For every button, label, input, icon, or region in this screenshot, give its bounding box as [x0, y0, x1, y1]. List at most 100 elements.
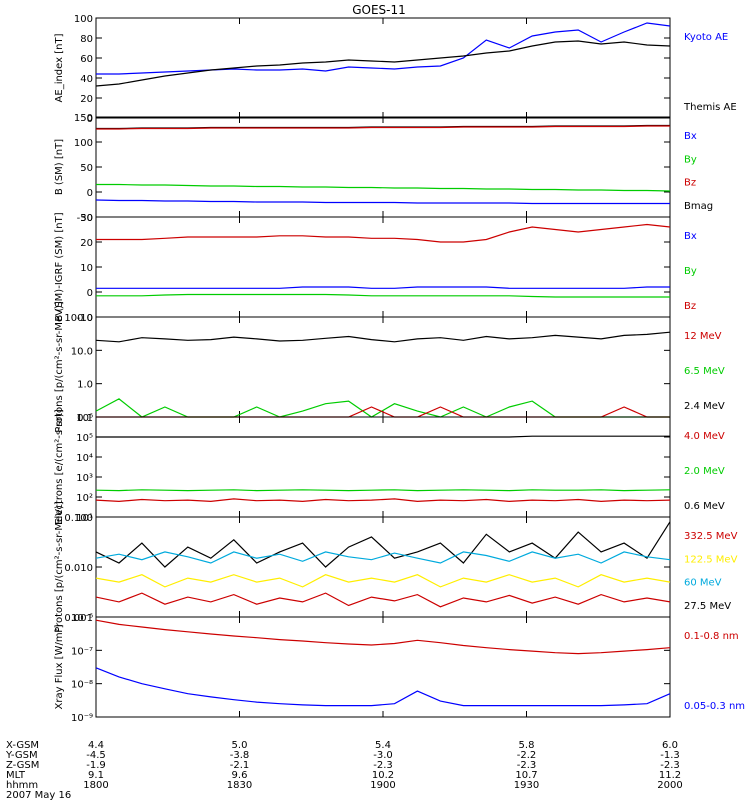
x-info-value: -3.8: [230, 750, 250, 761]
y-tick-label: 0.001: [64, 613, 93, 624]
y-axis-label: AE_index [nT]: [54, 33, 65, 102]
y-tick-label: 50: [80, 163, 93, 174]
legend-entry: 4.0 MeV: [684, 431, 725, 442]
series-line-bx: [96, 286, 670, 289]
panel-frame-3: [95, 316, 671, 418]
y-tick-label: -50: [77, 213, 93, 224]
legend-entry: Bmag: [684, 201, 713, 212]
y-tick-label: 10¹: [76, 513, 93, 524]
x-info-value: 9.1: [88, 770, 104, 781]
legend-entry: 27.5 MeV: [684, 601, 731, 612]
series-line-kyoto-ae: [96, 22, 671, 75]
x-info-value: 5.4: [375, 740, 391, 751]
legend-entry: By: [684, 266, 697, 277]
legend-entry: 0.6 MeV: [684, 501, 725, 512]
y-tick-label: 1.0: [77, 380, 93, 391]
chart-title: GOES-11: [352, 3, 406, 17]
x-info-row-label: Z-GSM: [6, 760, 39, 771]
legend-entry: Bx: [684, 231, 697, 242]
y-tick-label: 10³: [76, 473, 93, 484]
y-tick-label: 150: [74, 113, 93, 124]
y-tick-label: 100.0: [64, 313, 93, 324]
series-line-2-4-mev: [95, 331, 671, 343]
legend-entry: 6.5 MeV: [684, 366, 725, 377]
y-tick-label: 10⁻⁸: [71, 680, 93, 691]
y-axis-label: Xray Flux [W/m²]: [54, 624, 65, 709]
x-info-value: 1800: [83, 780, 108, 791]
legend-entry: Bx: [684, 131, 697, 142]
panel-frame-4: [95, 416, 671, 518]
y-axis-label: B (SM) [nT]: [54, 139, 65, 195]
legend-entry: 2.0 MeV: [684, 466, 725, 477]
y-tick-label: 40: [80, 74, 93, 85]
y-tick-label: 10.0: [71, 346, 93, 357]
y-tick-label: 0.100: [64, 513, 93, 524]
x-info-value: -3.0: [373, 750, 393, 761]
x-info-row-label: Y-GSM: [5, 750, 38, 761]
y-tick-label: 10⁴: [76, 453, 93, 464]
y-tick-label: 10⁻⁶: [71, 613, 93, 624]
x-info-value: -2.1: [230, 760, 250, 771]
y-axis-label: Protons [p/(cm²-s-sr-MeV)]: [54, 501, 65, 633]
series-line-themis-ae: [95, 40, 671, 87]
y-tick-label: 100: [74, 14, 93, 25]
legend-entry: Kyoto AE: [684, 32, 728, 43]
x-info-value: 5.0: [232, 740, 248, 751]
series-line-0-1-0-8-nm: [95, 619, 671, 655]
x-info-value: 10.2: [372, 770, 394, 781]
legend-entry: Bz: [684, 301, 696, 312]
series-line-122-5-mev: [95, 574, 671, 588]
y-axis-label: Electrons [e/(cm²-s-sr)]: [54, 409, 65, 525]
series-line-0-6-mev: [96, 435, 670, 438]
x-info-value: 1900: [370, 780, 395, 791]
legend-entry: 332.5 MeV: [684, 531, 738, 542]
series-line-bz: [96, 223, 671, 243]
y-tick-label: 30: [80, 213, 93, 224]
x-info-value: 10.7: [515, 770, 537, 781]
x-info-value: -2.3: [517, 760, 537, 771]
legend-entry: 2.4 MeV: [684, 401, 725, 412]
x-info-value: -4.5: [86, 750, 106, 761]
legend-entry: 0.1-0.8 nm: [684, 631, 739, 642]
x-info-value: -2.3: [373, 760, 393, 771]
x-info-value: 9.6: [232, 770, 248, 781]
y-tick-label: 10⁻⁷: [71, 646, 93, 657]
y-tick-label: 10⁵: [76, 433, 93, 444]
panel-frame-2: [95, 216, 671, 318]
legend-entry: 60 MeV: [684, 578, 722, 589]
series-line-0-05-0-3-nm: [95, 667, 671, 707]
y-tick-label: 10²: [76, 493, 93, 504]
x-info-value: 5.8: [519, 740, 535, 751]
series-line-2-0-mev: [95, 489, 671, 492]
legend-entry: By: [684, 154, 697, 165]
series-line-bx: [95, 199, 670, 205]
y-tick-label: 0.010: [64, 563, 93, 574]
y-axis-label: Protons [p/(cm²-s-sr-MeV)]: [54, 301, 65, 433]
y-tick-label: 60: [80, 54, 93, 65]
y-axis-label: B (SM)-IGRF (SM) [nT]: [54, 212, 65, 321]
legend-entry: 0.05-0.3 nm: [684, 701, 745, 712]
series-line-bz: [96, 125, 670, 130]
y-tick-label: 0.1: [77, 413, 93, 424]
x-info-row-label: hhmm: [6, 780, 38, 791]
panel-frame-6: [95, 616, 671, 718]
legend-entry: 12 MeV: [684, 331, 722, 342]
legend-entry: Bz: [684, 178, 696, 189]
y-tick-label: 0: [87, 188, 93, 199]
y-tick-label: 20: [80, 94, 93, 105]
x-info-value: 2000: [657, 780, 682, 791]
y-tick-label: 10⁻⁹: [71, 713, 93, 724]
x-info-value: -2.3: [660, 760, 680, 771]
x-info-value: 1830: [227, 780, 252, 791]
series-line-27-5-mev: [95, 521, 671, 568]
x-info-row-label: X-GSM: [6, 740, 39, 751]
x-info-value: -1.9: [86, 760, 106, 771]
x-info-row-label: 2007 May 16: [6, 790, 71, 800]
y-tick-label: 20: [80, 238, 93, 249]
x-info-value: 4.4: [88, 740, 104, 751]
y-tick-label: -10: [77, 313, 93, 324]
series-line-60-mev: [95, 551, 671, 564]
y-tick-label: 100: [74, 138, 93, 149]
